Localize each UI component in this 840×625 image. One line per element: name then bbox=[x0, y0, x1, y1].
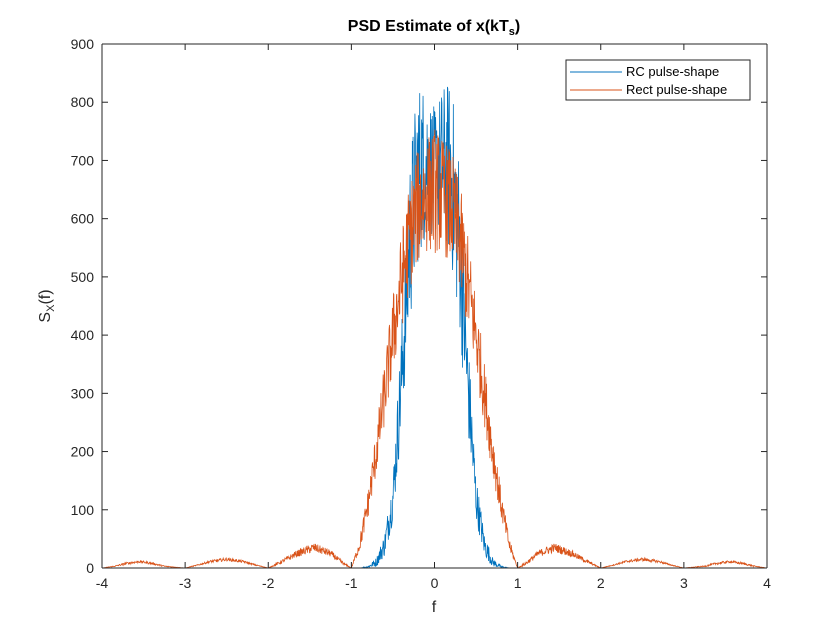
legend-box bbox=[565, 59, 751, 101]
series-rect-pulse-shape bbox=[101, 129, 768, 569]
chart-title: PSD Estimate of x(kTs) bbox=[348, 18, 520, 38]
legend: RC pulse-shape Rect pulse-shape bbox=[565, 59, 751, 101]
y-tick-label: 0 bbox=[86, 560, 94, 576]
legend-label-rect: Rect pulse-shape bbox=[626, 82, 727, 97]
chart-title-subscript: s bbox=[509, 26, 515, 38]
x-tick-label: 3 bbox=[680, 575, 688, 591]
y-tick-label: 900 bbox=[71, 36, 95, 52]
y-axis-label-subscript: X bbox=[45, 304, 57, 312]
chart-title-close: ) bbox=[515, 18, 520, 35]
x-tick-label: -4 bbox=[96, 575, 109, 591]
x-tick-label: -2 bbox=[262, 575, 275, 591]
y-axis-label-rest: (f) bbox=[37, 289, 54, 304]
y-tick-label: 200 bbox=[71, 444, 95, 460]
x-tick-label: 2 bbox=[597, 575, 605, 591]
x-tick-label: -1 bbox=[345, 575, 358, 591]
tick-layer: -4 -3 -2 -1 0 1 2 3 4 0 100 200 300 400 500 600 700 800 90… bbox=[71, 36, 771, 591]
x-tick-label: -3 bbox=[179, 575, 192, 591]
y-axis-label: SX(f) bbox=[37, 289, 57, 322]
chart-title-main: PSD Estimate of x(kT bbox=[348, 18, 509, 35]
x-tick-label: 4 bbox=[763, 575, 771, 591]
x-axis-label: f bbox=[432, 599, 437, 616]
y-tick-label: 800 bbox=[71, 94, 95, 110]
x-tick-label: 1 bbox=[514, 575, 522, 591]
y-tick-label: 100 bbox=[71, 502, 95, 518]
y-tick-label: 400 bbox=[71, 327, 95, 343]
y-tick-label: 500 bbox=[71, 269, 95, 285]
y-tick-label: 700 bbox=[71, 152, 95, 168]
x-tick-label: 0 bbox=[431, 575, 439, 591]
legend-label-rc: RC pulse-shape bbox=[626, 64, 719, 79]
y-tick-label: 300 bbox=[71, 385, 95, 401]
y-tick-label: 600 bbox=[71, 211, 95, 227]
y-axis-label-main: S bbox=[37, 312, 54, 323]
